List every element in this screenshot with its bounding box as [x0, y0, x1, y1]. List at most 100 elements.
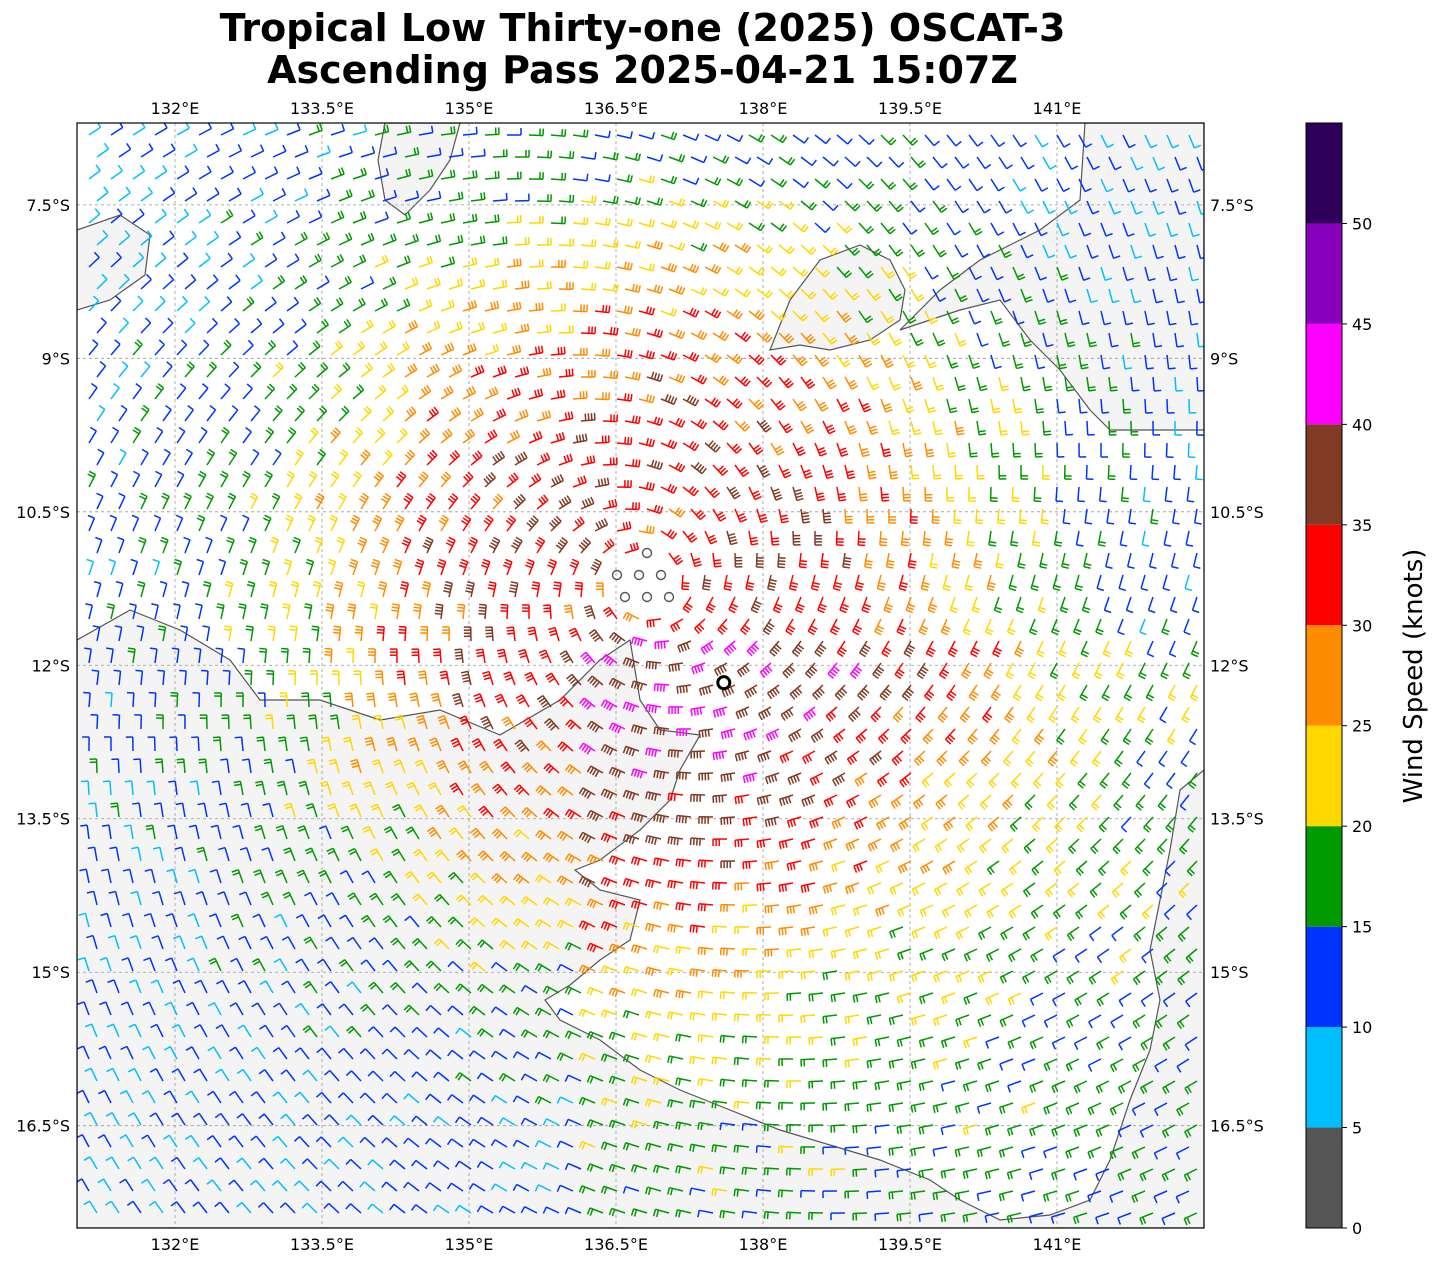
barb-feather: [429, 212, 434, 220]
barb-feather: [457, 364, 463, 372]
barb-shaft: [462, 176, 477, 180]
barb-feather: [929, 316, 937, 322]
barb-shaft: [594, 266, 609, 270]
barb-feather: [745, 290, 752, 298]
barb-feather: [623, 349, 627, 357]
barb-shaft: [374, 174, 389, 180]
barb-shaft: [572, 134, 587, 138]
barb-feather: [907, 316, 915, 322]
barb-feather: [997, 522, 1005, 525]
barb-shaft: [440, 305, 455, 312]
barb-shaft: [550, 352, 566, 356]
wind-barb: [132, 383, 143, 400]
barb-shaft: [1166, 222, 1172, 237]
barb-shaft: [1086, 288, 1092, 303]
barb-shaft: [954, 464, 957, 480]
barb-feather: [293, 296, 299, 304]
barb-feather: [682, 585, 690, 588]
wind-barb: [690, 374, 708, 385]
barb-feather: [654, 642, 657, 650]
wind-barb: [1056, 134, 1071, 148]
barb-feather: [873, 248, 880, 254]
barb-shaft: [536, 287, 552, 290]
barb-shaft: [118, 192, 131, 202]
barb-feather: [1089, 344, 1097, 348]
barb-shaft: [932, 244, 942, 258]
barb-shaft: [382, 325, 396, 334]
wind-barb: [492, 322, 508, 334]
wind-barb: [770, 222, 788, 232]
wind-barb: [470, 278, 486, 290]
wind-barb: [756, 200, 774, 210]
barb-feather: [359, 212, 364, 220]
barb-feather: [1045, 388, 1053, 392]
barb-feather: [1083, 277, 1091, 281]
barb-feather: [659, 198, 664, 206]
barb-shaft: [1152, 156, 1160, 171]
barb-feather: [469, 344, 474, 352]
wind-barb: [624, 152, 642, 162]
barb-feather: [938, 342, 946, 347]
barb-shaft: [462, 219, 477, 224]
wind-barb: [470, 192, 486, 202]
barb-shaft: [1108, 244, 1115, 259]
wind-barb: [734, 156, 752, 165]
barb-shaft: [352, 303, 366, 312]
wind-barb: [1174, 376, 1184, 392]
barb-feather: [1003, 250, 1011, 256]
barb-feather: [1199, 301, 1204, 304]
barb-feather: [983, 208, 991, 214]
barb-feather: [594, 195, 597, 203]
wind-barb: [382, 362, 396, 378]
barb-shaft: [1166, 310, 1171, 325]
barb-feather: [872, 385, 880, 391]
wind-barb: [998, 288, 1012, 303]
barb-shaft: [968, 134, 979, 147]
barb-shaft: [836, 134, 849, 145]
barb-feather: [180, 339, 188, 346]
barb-feather: [340, 167, 345, 175]
wind-barb: [646, 371, 664, 382]
barb-shaft: [470, 328, 485, 334]
barb-shaft: [448, 154, 463, 158]
wind-barb: [1078, 310, 1090, 326]
wind-barb: [866, 200, 883, 212]
barb-feather: [610, 370, 613, 378]
wind-barb: [990, 354, 1002, 370]
wind-barb: [88, 208, 101, 224]
barb-feather: [1039, 321, 1047, 326]
barb-feather: [249, 252, 256, 260]
wind-barb: [264, 339, 276, 356]
barb-feather: [670, 352, 675, 360]
wind-barb: [800, 200, 817, 211]
barb-feather: [336, 383, 342, 391]
barb-shaft: [198, 344, 210, 356]
barb-feather: [278, 318, 285, 325]
barb-shaft: [96, 365, 107, 378]
barb-feather: [496, 257, 500, 265]
barb-feather: [670, 307, 675, 316]
barb-feather: [852, 340, 860, 346]
barb-shaft: [294, 367, 306, 378]
barb-feather: [757, 311, 763, 319]
barb-feather: [638, 459, 641, 467]
barb-feather: [341, 123, 346, 131]
barb-feather: [202, 383, 209, 389]
wind-barb: [1166, 178, 1179, 193]
wind-barb: [1012, 266, 1026, 281]
barb-shaft: [154, 170, 168, 180]
barb-feather: [1020, 142, 1027, 148]
wind-barb: [910, 244, 926, 258]
wind-barb: [1100, 134, 1114, 149]
barb-shaft: [242, 258, 255, 268]
wind-barb: [426, 320, 441, 334]
wind-barb: [448, 364, 463, 378]
barb-shaft: [1174, 200, 1181, 215]
barb-shaft: [140, 365, 151, 378]
barb-feather: [931, 319, 938, 325]
barb-feather: [933, 140, 940, 147]
barb-feather: [775, 355, 783, 362]
barb-shaft: [118, 322, 130, 334]
barb-feather: [1135, 255, 1143, 260]
barb-feather: [562, 389, 566, 397]
